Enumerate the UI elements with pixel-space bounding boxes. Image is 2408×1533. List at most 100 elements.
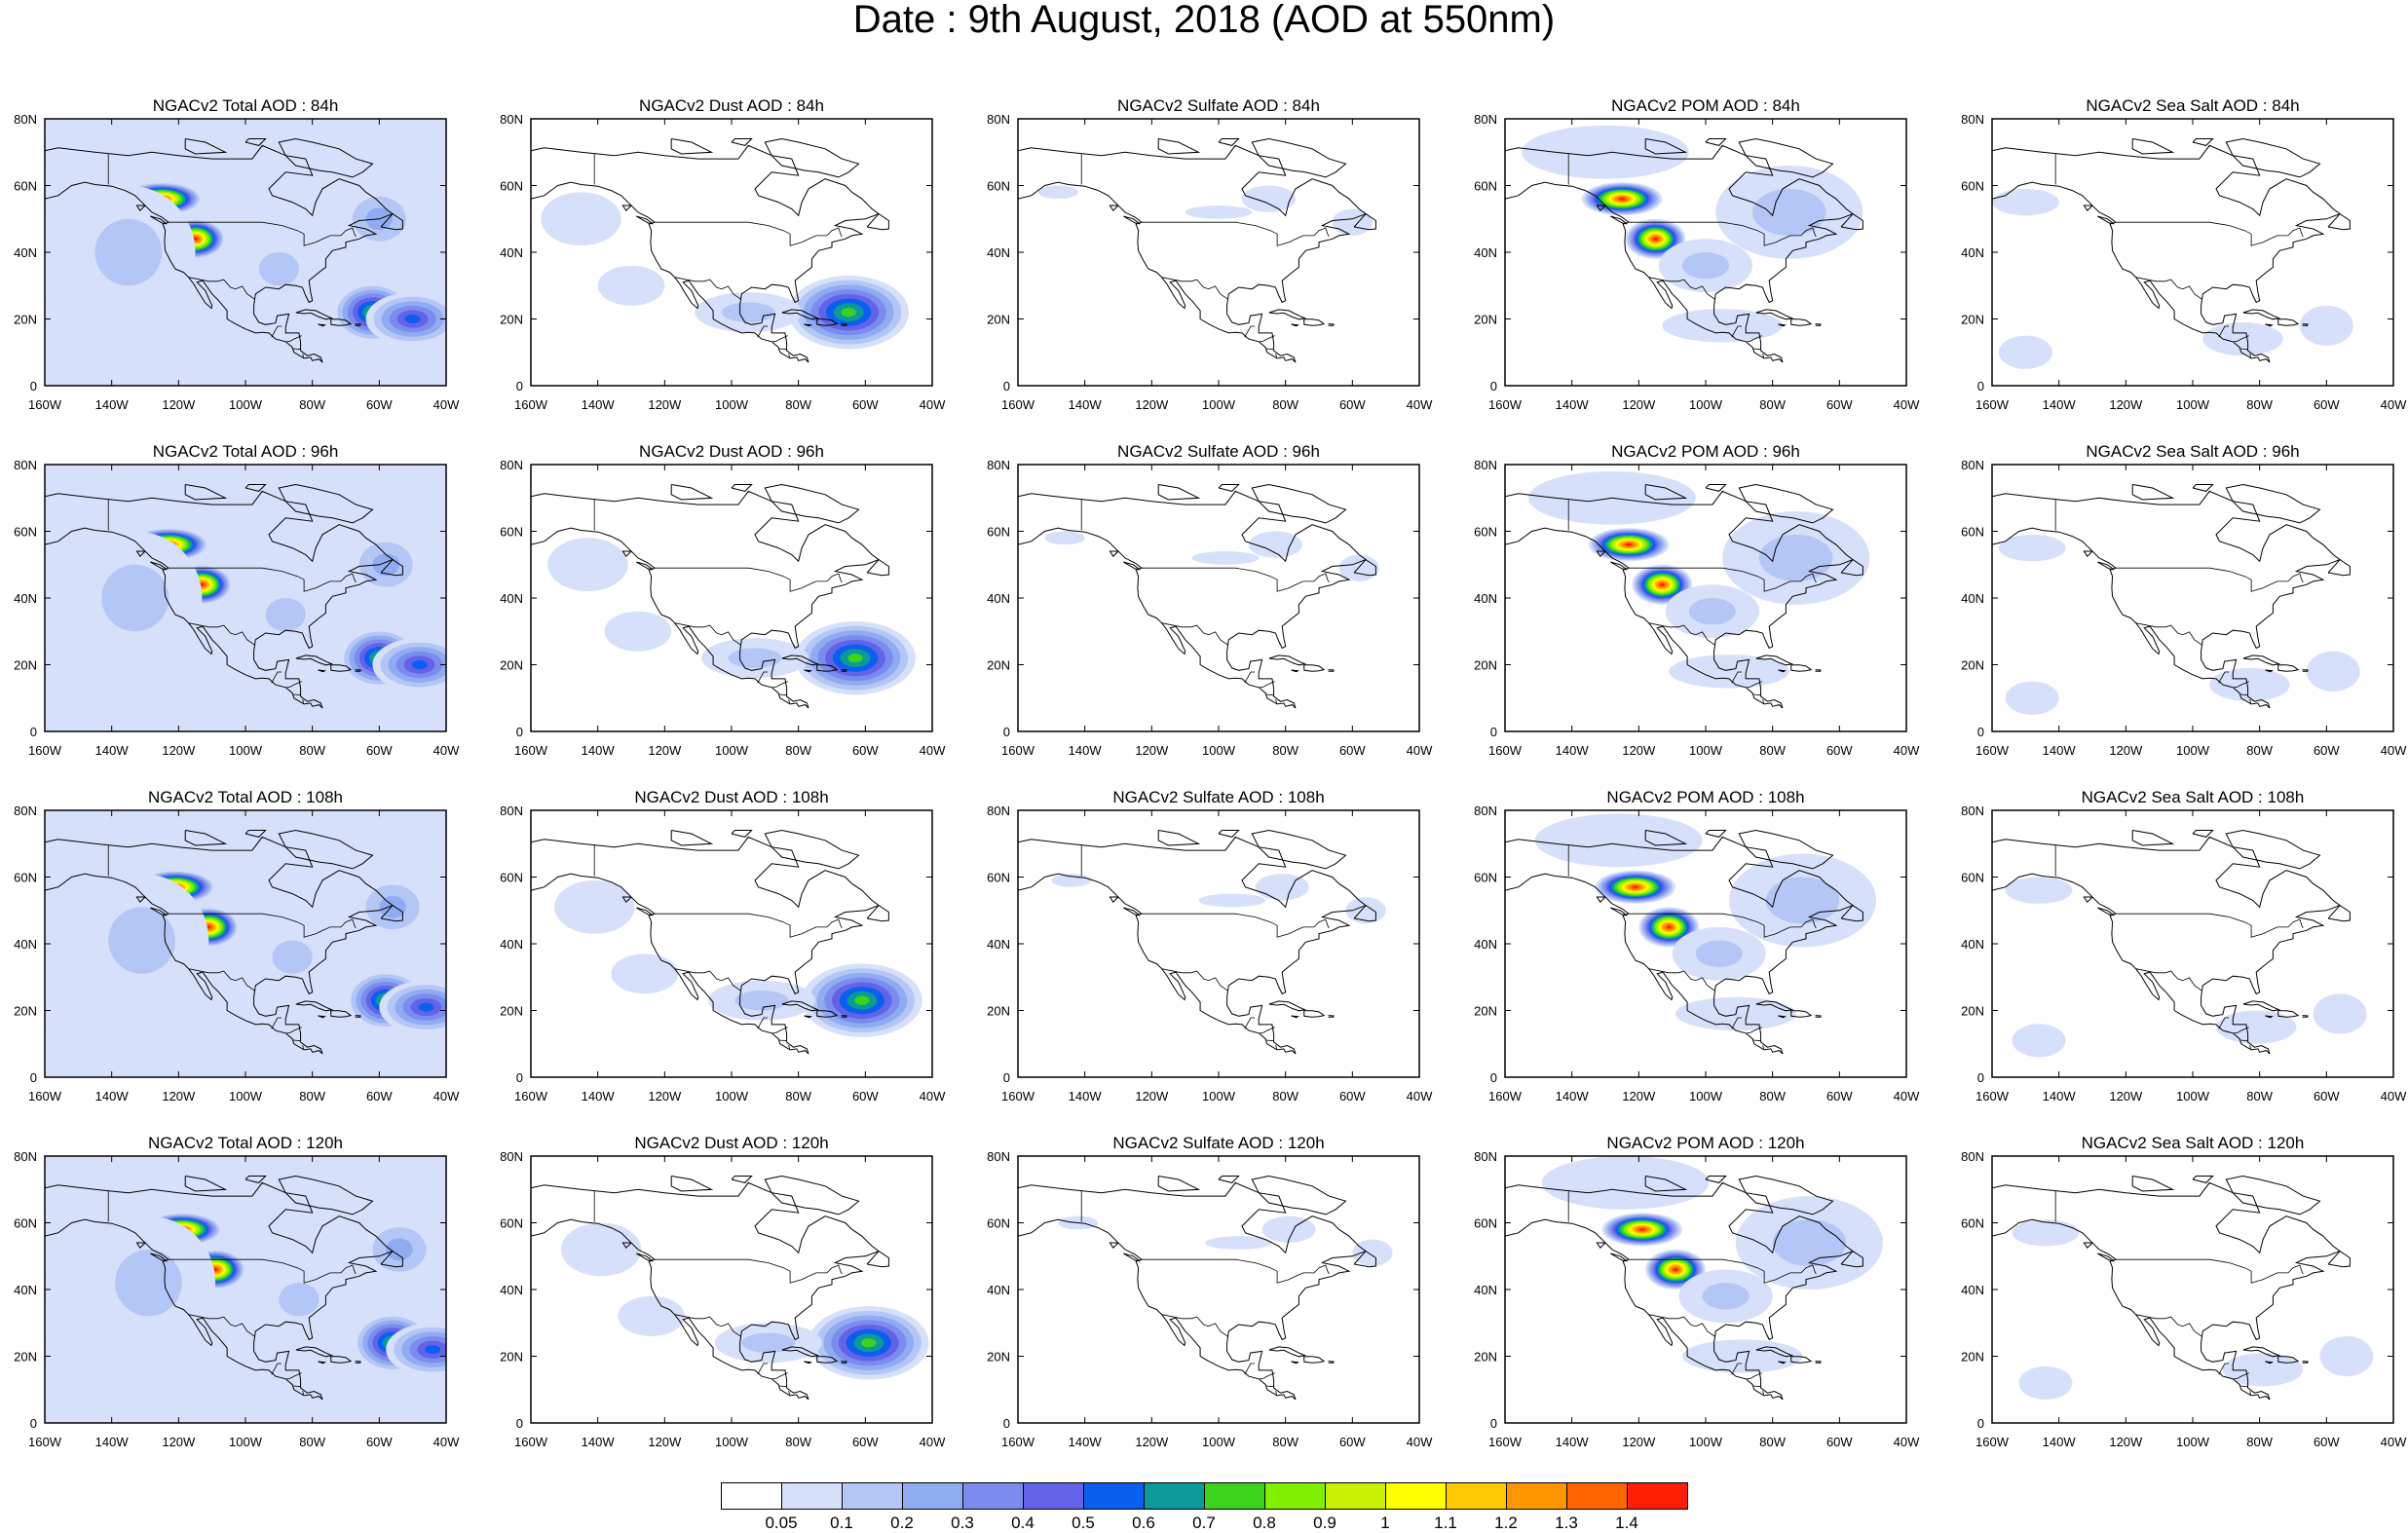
x-tick-label: 100W (1689, 1435, 1723, 1449)
coastline (1303, 1010, 1326, 1018)
x-tick-label: 60W (2314, 743, 2340, 758)
country-border (655, 913, 843, 938)
aod-plume (1261, 1215, 1316, 1244)
y-tick-label: 20N (1474, 1004, 1497, 1019)
coastline (1328, 1015, 1335, 1018)
country-border (1731, 325, 1743, 338)
country-border (1244, 325, 1256, 338)
x-tick-label: 140W (2043, 397, 2077, 412)
coastline (2265, 323, 2274, 327)
y-tick-label: 60N (1961, 1216, 1984, 1231)
country-border (674, 622, 741, 646)
map-svg: NGACv2 Total AOD : 108h 160W 140W 120W 100W 8… (14, 788, 460, 1103)
y-tick-label: 40N (500, 1283, 523, 1297)
coastline (1644, 1176, 1688, 1192)
coastline (295, 654, 334, 666)
coastline (1755, 309, 1794, 320)
coastline (278, 829, 374, 870)
x-tick-label: 60W (2314, 1089, 2340, 1103)
panel-title: NGACv2 Dust AOD : 96h (639, 442, 824, 461)
coastline (1328, 1361, 1335, 1364)
map-panel: NGACv2 Dust AOD : 108h 160W 140W 120W 100W 80… (486, 769, 963, 1103)
x-tick-label: 40W (433, 1435, 460, 1449)
map-area (45, 119, 446, 386)
y-tick-label: 40N (1474, 591, 1497, 606)
x-tick-label: 80W (1272, 1435, 1298, 1449)
y-tick-label: 80N (1474, 112, 1497, 127)
colorbar-label: 1.4 (1615, 1514, 1638, 1532)
map-panel: NGACv2 Sea Salt AOD : 108h 160W 140W 120W 10… (1947, 769, 2408, 1103)
coastline (245, 1176, 267, 1183)
country-border (293, 348, 301, 351)
aod-plume (547, 538, 628, 592)
x-tick-label: 120W (1135, 397, 1169, 412)
x-tick-label: 140W (1556, 1089, 1590, 1103)
coastline (2242, 1346, 2281, 1358)
x-tick-label: 40W (920, 397, 946, 412)
aod-plume (1541, 1156, 1710, 1210)
aod-plume (1191, 551, 1260, 565)
coastline (1992, 836, 2342, 1055)
country-border (1753, 693, 1761, 696)
panel-title: NGACv2 Sea Salt AOD : 84h (2086, 96, 2299, 115)
coastline (764, 829, 860, 870)
coastline (1840, 1250, 1863, 1268)
colorbar-swatch (1144, 1482, 1205, 1510)
country-border (2234, 681, 2249, 689)
country-border (2135, 277, 2202, 300)
panel-title: NGACv2 Total AOD : 96h (153, 442, 339, 461)
country-border (169, 221, 357, 246)
coastline (1268, 1346, 1307, 1358)
coastline (1291, 1015, 1299, 1019)
y-tick-label: 80N (14, 804, 37, 818)
panel-title: NGACv2 POM AOD : 84h (1611, 96, 1800, 115)
coastline (1790, 1010, 1813, 1018)
aod-plume (1695, 940, 1743, 967)
x-tick-label: 120W (1622, 743, 1656, 758)
coastline (670, 484, 714, 501)
country-border (1142, 567, 1330, 592)
x-tick-label: 140W (95, 1089, 130, 1103)
aod-plume (258, 252, 299, 286)
y-tick-label: 0 (1490, 379, 1497, 393)
y-tick-label: 60N (14, 525, 37, 540)
y-tick-label: 60N (14, 179, 37, 194)
map-area (531, 119, 932, 386)
coastline (731, 484, 753, 492)
aod-plume (1653, 237, 1658, 241)
coastline (816, 1010, 839, 1018)
y-tick-label: 80N (1474, 1149, 1497, 1164)
x-tick-label: 60W (1826, 397, 1853, 412)
x-tick-label: 160W (1001, 1089, 1035, 1103)
coastline (318, 323, 326, 327)
x-tick-label: 120W (1622, 1435, 1656, 1449)
aod-plume (1051, 874, 1092, 887)
map-panel: NGACv2 POM AOD : 108h 160W 140W 120W 100W 80W… (1460, 769, 1938, 1103)
y-tick-label: 80N (14, 458, 37, 472)
x-tick-label: 80W (299, 397, 325, 412)
colorbar-label: 0.4 (1011, 1514, 1035, 1532)
coastline (1218, 484, 1240, 492)
aod-plume (1681, 252, 1730, 280)
x-tick-label: 40W (433, 743, 460, 758)
country-border (1762, 1045, 1765, 1050)
coastline (635, 1253, 654, 1262)
country-border (1244, 1363, 1256, 1375)
country-border (2240, 1385, 2248, 1388)
country-border (1753, 1039, 1761, 1042)
country-border (1629, 1258, 1817, 1284)
country-border (1244, 1017, 1256, 1029)
country-border (188, 1314, 255, 1337)
x-tick-label: 160W (1975, 743, 2010, 758)
coastline (1644, 830, 1688, 846)
coastline (380, 558, 403, 577)
coastline (149, 561, 168, 571)
x-tick-label: 40W (1407, 1089, 1433, 1103)
coastline (1122, 215, 1141, 225)
coastline (1122, 907, 1141, 916)
country-border (169, 913, 357, 938)
x-tick-label: 40W (1407, 1435, 1433, 1449)
y-tick-label: 60N (987, 871, 1010, 885)
coastline (149, 215, 168, 225)
panel-title: NGACv2 Dust AOD : 84h (639, 96, 824, 115)
